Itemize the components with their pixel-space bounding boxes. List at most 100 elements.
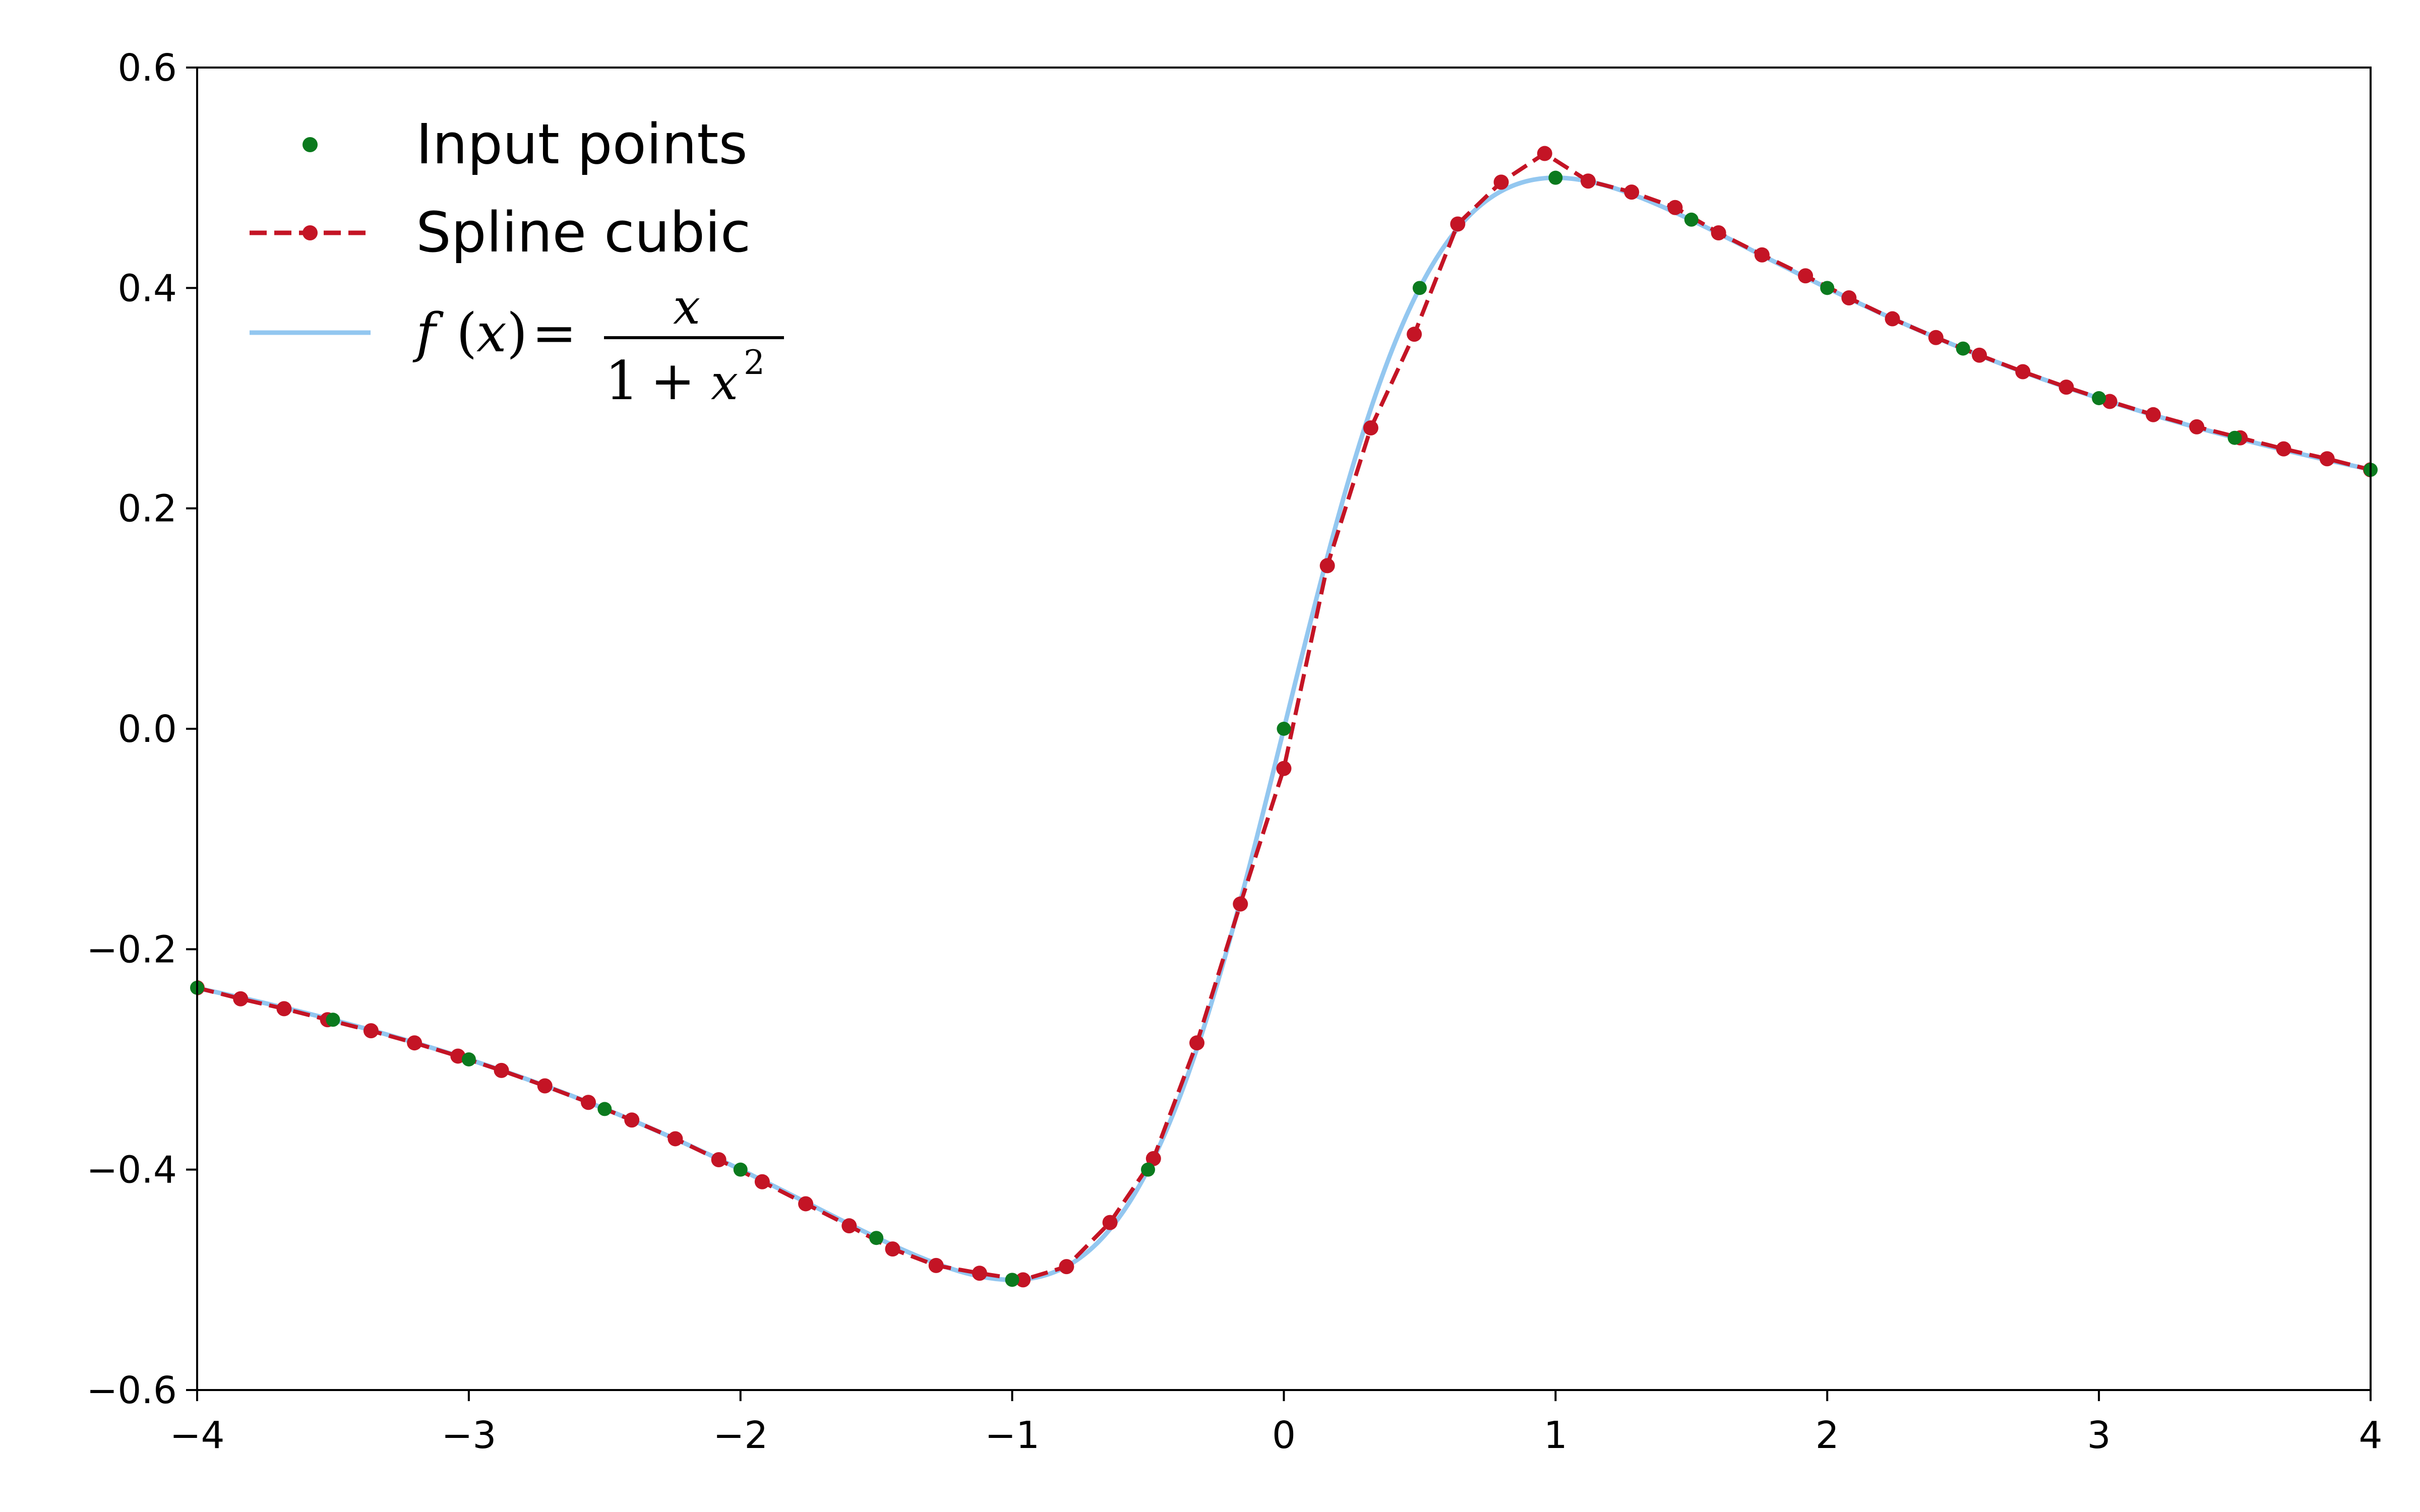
y-tick-label: 0.4	[117, 267, 177, 310]
spline-marker	[450, 1048, 466, 1064]
spline-marker	[363, 1023, 379, 1039]
spline-marker	[1754, 247, 1770, 263]
input-point	[2092, 391, 2106, 405]
input-point	[2227, 430, 2242, 445]
legend-marker-input-points	[302, 137, 318, 152]
spline-marker	[754, 1174, 770, 1189]
legend-math-close-paren: )	[507, 302, 527, 364]
input-point	[1005, 1273, 1019, 1287]
spline-marker	[1276, 761, 1292, 776]
y-tick-label: −0.4	[86, 1149, 177, 1192]
legend-marker-spline-cubic	[302, 225, 318, 240]
legend-math-den-plus: +	[650, 350, 695, 412]
legend-math-den-exponent: 2	[744, 343, 765, 382]
input-point	[461, 1052, 476, 1066]
spline-marker	[841, 1218, 857, 1234]
spline-marker	[668, 1131, 683, 1147]
y-tick-label: 0.0	[117, 708, 177, 751]
spline-layer	[197, 146, 2371, 1288]
x-tick-label: −3	[441, 1414, 496, 1457]
input-points-layer	[190, 170, 2378, 1287]
spline-marker	[1667, 200, 1683, 215]
spline-marker	[2319, 451, 2335, 467]
spline-marker	[1450, 216, 1466, 232]
spline-marker	[1233, 896, 1248, 912]
x-tick-label: 0	[1272, 1414, 1296, 1457]
spline-marker	[1319, 558, 1335, 574]
spline-marker	[1624, 184, 1640, 200]
spline-marker	[1581, 173, 1596, 189]
spline-marker	[537, 1078, 553, 1094]
legend-math-equals: =	[532, 302, 577, 364]
spline-marker	[1015, 1272, 1031, 1288]
x-axis: −4 −3 −2 −1 0 1 2 3 4	[169, 1390, 2383, 1457]
input-point	[1141, 1162, 1156, 1177]
legend-math-den-x: x	[711, 354, 738, 411]
spline-marker	[1059, 1259, 1074, 1275]
x-tick-label: −4	[169, 1414, 224, 1457]
spline-marker	[2276, 441, 2291, 457]
spline-marker	[276, 1001, 292, 1017]
y-tick-label: 0.2	[117, 487, 177, 531]
x-tick-label: 3	[2087, 1414, 2111, 1457]
x-tick-label: −2	[713, 1414, 768, 1457]
spline-marker	[233, 991, 249, 1006]
plot-area	[190, 146, 2378, 1288]
spline-marker	[798, 1196, 814, 1212]
spline-marker	[1493, 174, 1509, 190]
input-point	[1277, 722, 1291, 736]
spline-marker	[1189, 1035, 1205, 1051]
spline-marker	[2145, 407, 2161, 422]
spline-marker	[885, 1241, 900, 1257]
x-tick-label: 2	[1816, 1414, 1839, 1457]
input-point	[733, 1162, 748, 1177]
spline-marker	[1407, 327, 1422, 342]
y-tick-label: −0.6	[86, 1369, 177, 1412]
legend-label-input-points: Input points	[416, 112, 748, 176]
spline-marker	[2102, 394, 2118, 409]
input-point	[1412, 281, 1427, 295]
spline-marker	[711, 1152, 727, 1167]
spline-marker	[2189, 419, 2205, 434]
spline-marker	[972, 1266, 987, 1281]
spline-marker	[1102, 1215, 1118, 1230]
legend-label-function: f ( x ) = x 1 + x 2	[412, 279, 784, 412]
x-tick-label: −1	[985, 1414, 1040, 1457]
legend-math-numerator: x	[673, 279, 700, 335]
spline-marker	[1885, 311, 1900, 327]
spline-marker	[1145, 1151, 1161, 1166]
input-point	[1820, 281, 1835, 295]
x-tick-label: 1	[1544, 1414, 1567, 1457]
spline-marker	[1841, 290, 1857, 306]
y-tick-label: 0.6	[117, 46, 177, 90]
legend-math-den-one: 1	[605, 350, 639, 412]
input-point	[869, 1231, 884, 1245]
spline-marker	[624, 1112, 640, 1128]
input-point	[597, 1102, 612, 1116]
y-axis: −0.6 −0.4 −0.2 0.0 0.2 0.4 0.6	[86, 46, 197, 1412]
spline-marker	[1537, 146, 1552, 161]
legend-math-open-paren: (	[456, 302, 477, 364]
input-point	[326, 1013, 340, 1027]
spline-marker	[1972, 347, 1987, 363]
spline-marker	[928, 1257, 944, 1273]
y-tick-label: −0.2	[86, 928, 177, 971]
spline-marker	[1711, 225, 1726, 240]
x-tick-label: 4	[2358, 1414, 2382, 1457]
spline-marker	[580, 1095, 596, 1110]
input-point	[1684, 212, 1699, 227]
input-point	[1956, 341, 1970, 356]
legend-label-spline-cubic: Spline cubic	[416, 200, 751, 265]
legend: Input points Spline cubic f ( x ) = x 1 …	[250, 112, 784, 412]
spline-marker	[2059, 380, 2074, 395]
spline-marker	[1363, 420, 1378, 436]
spline-marker	[2015, 364, 2031, 380]
spline-marker	[1798, 268, 1813, 284]
legend-math-x: x	[476, 302, 507, 364]
spline-marker	[494, 1062, 509, 1078]
spline-cubic-line	[197, 151, 2371, 1282]
input-point	[1548, 170, 1563, 185]
spline-marker	[407, 1035, 422, 1051]
